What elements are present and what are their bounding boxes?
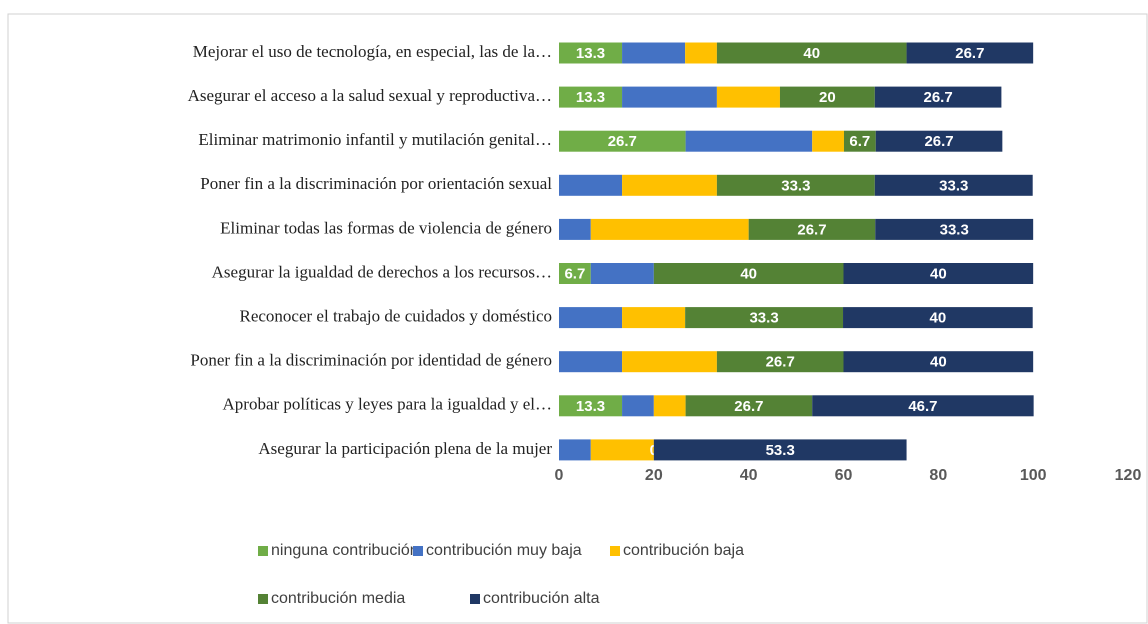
bar-segment xyxy=(559,307,623,329)
legend-swatch xyxy=(258,594,268,604)
bar-segment xyxy=(874,86,1002,108)
value-label: 20 xyxy=(819,89,836,106)
value-label: 26.7 xyxy=(923,89,952,106)
legend-swatch xyxy=(258,546,268,556)
chart-border xyxy=(7,13,1148,624)
bar-segment xyxy=(779,86,875,108)
bar-segment xyxy=(622,395,654,417)
value-label: 40 xyxy=(930,310,947,327)
category-label: Reconocer el trabajo de cuidados y domés… xyxy=(240,307,553,326)
bar-segment xyxy=(812,130,844,152)
legend-label: contribución muy baja xyxy=(426,542,582,559)
value-label: 40 xyxy=(930,265,947,282)
bar-segment xyxy=(748,218,876,240)
bar-segment xyxy=(843,263,1034,284)
bar-segment xyxy=(843,307,1033,329)
value-label: 26.7 xyxy=(924,133,953,150)
bar-segment xyxy=(843,351,1034,373)
bar-segment xyxy=(622,86,717,108)
x-tick-label: 80 xyxy=(929,467,947,484)
bar-segment xyxy=(559,174,623,196)
value-label: 26.7 xyxy=(797,221,826,238)
bar-segment xyxy=(559,439,591,461)
bar-segment xyxy=(590,218,749,240)
value-label: 33.3 xyxy=(781,177,810,194)
bar-segment xyxy=(559,130,686,152)
bar-segment xyxy=(590,263,654,284)
bar-segment xyxy=(875,130,1003,152)
value-label: 40 xyxy=(803,45,820,62)
legend-swatch xyxy=(413,546,423,556)
bar-segment xyxy=(685,130,813,152)
bar-segment xyxy=(716,174,875,196)
bar-segment xyxy=(622,351,717,373)
bar-segment xyxy=(559,42,623,64)
category-label: Aprobar políticas y leyes para la iguald… xyxy=(223,395,553,414)
bar-segment xyxy=(559,263,591,284)
value-label: 26.7 xyxy=(608,133,637,150)
bar-segment xyxy=(685,307,844,329)
bar-segment xyxy=(653,395,686,417)
bar-segment xyxy=(875,218,1034,240)
category-label: Poner fin a la discriminación por identi… xyxy=(190,351,552,370)
value-label: 53.3 xyxy=(766,442,795,459)
bar-segment xyxy=(716,42,907,64)
x-tick-label: 20 xyxy=(645,467,663,484)
legend-label: contribución baja xyxy=(623,542,744,559)
x-tick-label: 120 xyxy=(1115,467,1142,484)
bar-segment xyxy=(812,395,1034,417)
value-label: 26.7 xyxy=(734,398,763,415)
bar-segment xyxy=(843,130,876,152)
bar-segment xyxy=(685,42,717,64)
legend-swatch xyxy=(470,594,480,604)
value-label: 13.3 xyxy=(576,45,605,62)
value-label: 13.3 xyxy=(576,89,605,106)
bar-segment xyxy=(653,263,844,284)
bar-segment xyxy=(685,395,813,417)
x-tick-label: 0 xyxy=(555,467,564,484)
value-label: 33.3 xyxy=(939,177,968,194)
bar-segment xyxy=(906,42,1034,64)
bar-segment xyxy=(874,174,1033,196)
bar-segment xyxy=(622,307,686,329)
legend-label: ninguna contribución xyxy=(271,542,419,559)
bar-segment xyxy=(590,439,654,461)
category-label: Eliminar todas las formas de violencia d… xyxy=(220,218,552,237)
value-label: 26.7 xyxy=(766,354,795,371)
value-label: 13.3 xyxy=(576,398,605,415)
legend-label: contribución media xyxy=(271,590,405,607)
value-label: 40 xyxy=(930,354,947,371)
category-label: Asegurar la igualdad de derechos a los r… xyxy=(212,262,552,281)
legend-label: contribución alta xyxy=(483,590,600,607)
value-label: 6.7 xyxy=(564,265,585,282)
category-label: Mejorar el uso de tecnología, en especia… xyxy=(193,42,552,61)
bar-segment xyxy=(559,86,623,108)
category-label: Asegurar el acceso a la salud sexual y r… xyxy=(188,86,552,105)
bar-segment xyxy=(559,395,623,417)
bar-segment xyxy=(559,218,591,240)
bar-segment xyxy=(622,174,717,196)
bar-segment xyxy=(622,42,686,64)
value-label: 26.7 xyxy=(955,45,984,62)
legend-swatch xyxy=(610,546,620,556)
value-label: 33.3 xyxy=(749,310,778,327)
category-label: Poner fin a la discriminación por orient… xyxy=(200,174,552,193)
category-label: Asegurar la participación plena de la mu… xyxy=(258,439,552,458)
x-tick-label: 40 xyxy=(740,467,758,484)
bar-segment xyxy=(716,86,780,108)
value-label: 46.7 xyxy=(908,398,937,415)
bar-segment xyxy=(653,439,907,461)
bar-segment xyxy=(716,351,844,373)
value-label: 40 xyxy=(740,265,757,282)
x-tick-label: 100 xyxy=(1020,467,1047,484)
x-tick-label: 60 xyxy=(835,467,853,484)
category-label: Eliminar matrimonio infantil y mutilació… xyxy=(198,130,552,149)
value-label: 6.7 xyxy=(849,133,870,150)
value-label: 33.3 xyxy=(940,221,969,238)
bar-segment xyxy=(559,351,623,373)
